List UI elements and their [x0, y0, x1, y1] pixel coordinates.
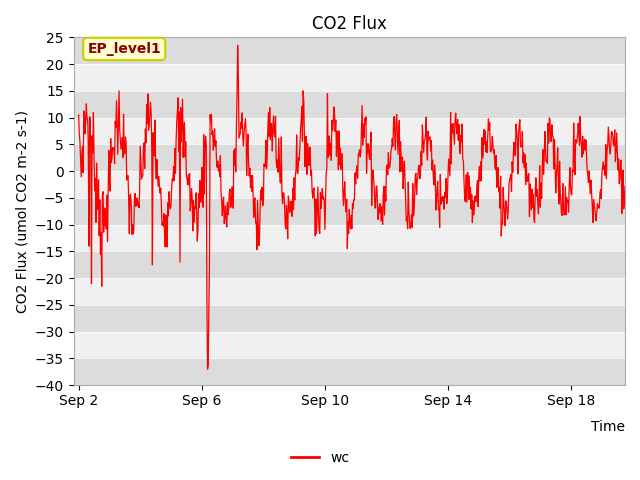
Bar [74, 171, 625, 198]
Bar [74, 64, 625, 91]
Bar [74, 225, 625, 252]
Text: EP_level1: EP_level1 [87, 42, 161, 56]
Bar [74, 252, 625, 278]
Bar [74, 91, 625, 118]
Bar [74, 118, 625, 144]
Title: CO2 Flux: CO2 Flux [312, 15, 387, 33]
Y-axis label: CO2 Flux (umol CO2 m-2 s-1): CO2 Flux (umol CO2 m-2 s-1) [15, 110, 29, 313]
Text: Time: Time [591, 420, 625, 434]
Bar [74, 332, 625, 359]
Bar [74, 144, 625, 171]
Bar [74, 305, 625, 332]
Bar [74, 278, 625, 305]
Bar [74, 37, 625, 64]
Bar [74, 359, 625, 385]
Legend: wc: wc [285, 445, 355, 471]
Bar [74, 198, 625, 225]
